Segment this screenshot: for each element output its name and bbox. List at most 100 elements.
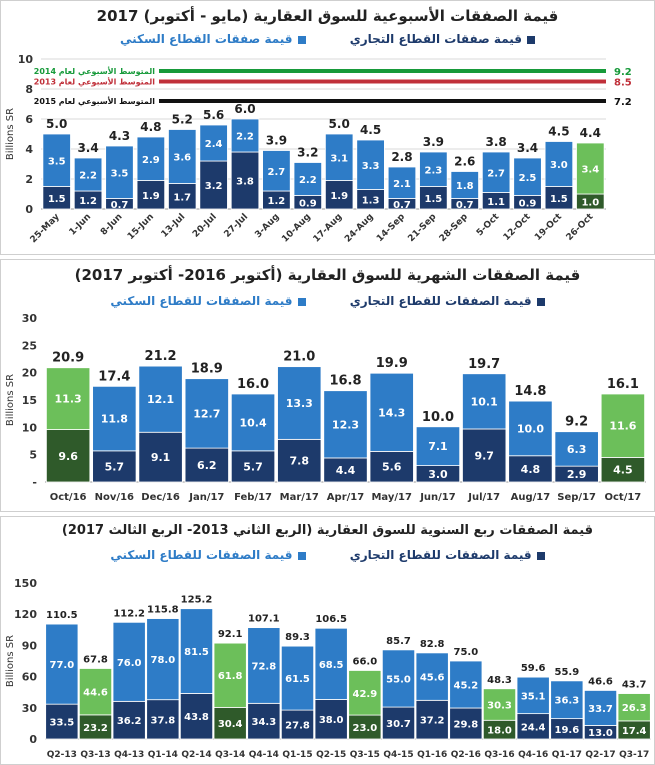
y-tick-label: 8 bbox=[25, 83, 33, 96]
x-tick-label: 10-Aug bbox=[280, 212, 313, 245]
data-label-commercial: 17.4 bbox=[622, 726, 647, 737]
x-tick-label: Q4-15 bbox=[383, 750, 413, 760]
data-label-residential: 72.8 bbox=[251, 661, 276, 672]
data-label-residential: 13.3 bbox=[286, 397, 313, 410]
bar-residential bbox=[323, 390, 368, 459]
bar-residential bbox=[554, 431, 599, 467]
x-tick-label: Q4-16 bbox=[518, 750, 548, 760]
data-label-residential: 81.5 bbox=[184, 647, 209, 658]
legend-commercial-2: قيمة الصفقات للقطاع التجاري bbox=[350, 294, 545, 308]
data-label-residential: 3.6 bbox=[173, 153, 191, 164]
monthly-chart-title: قيمة الصفقات الشهرية للسوق العقارية (أكت… bbox=[74, 266, 581, 284]
data-label-commercial: 1.7 bbox=[173, 192, 191, 203]
x-tick-label: 8-Jun bbox=[99, 212, 125, 238]
total-label: 10.0 bbox=[422, 410, 454, 425]
data-label-commercial: 5.7 bbox=[105, 460, 125, 473]
total-label: 3.8 bbox=[486, 135, 507, 149]
y-tick-label: 15 bbox=[22, 394, 37, 407]
reference-line-label: المتوسط الأسبوعي لعام 2014 bbox=[34, 66, 155, 76]
data-label-commercial: 6.2 bbox=[197, 459, 217, 472]
y-tick-label: 6 bbox=[25, 113, 33, 126]
data-label-commercial: 37.8 bbox=[150, 715, 175, 726]
data-label-residential: 11.6 bbox=[609, 420, 636, 433]
bar-commercial bbox=[277, 438, 322, 483]
y-tick-label: 20 bbox=[22, 367, 38, 380]
bar-residential bbox=[92, 385, 137, 452]
bar-commercial bbox=[45, 429, 91, 483]
y-axis-label: Billions SR bbox=[5, 108, 16, 160]
x-tick-label: 1-Jun bbox=[68, 212, 94, 238]
data-label-commercial: 3.2 bbox=[205, 181, 223, 192]
data-label-residential: 42.9 bbox=[352, 689, 377, 700]
total-label: 2.6 bbox=[454, 155, 475, 169]
legend-residential-2: قيمة الصفقات للقطاع السكني bbox=[110, 294, 306, 308]
reference-line-value: 9.2 bbox=[614, 67, 632, 78]
total-label: 4.8 bbox=[140, 120, 161, 134]
data-label-residential: 14.3 bbox=[378, 406, 405, 419]
total-label: 16.1 bbox=[607, 377, 639, 392]
data-label-commercial: 9.7 bbox=[474, 449, 494, 462]
x-tick-label: Q2-14 bbox=[181, 750, 211, 760]
data-label-commercial: 0.7 bbox=[111, 200, 129, 211]
bar-commercial bbox=[92, 450, 137, 483]
total-label: 125.2 bbox=[181, 595, 213, 606]
x-tick-label: Apr/17 bbox=[327, 492, 364, 503]
legend-commercial-label: قيمة صفقات القطاع التجاري bbox=[349, 32, 522, 46]
total-label: 14.8 bbox=[514, 384, 546, 399]
x-tick-label: Aug/17 bbox=[511, 492, 551, 503]
x-tick-label: 26-Oct bbox=[565, 212, 596, 243]
data-label-residential: 6.3 bbox=[567, 443, 587, 456]
total-label: 106.5 bbox=[315, 614, 347, 625]
total-label: 5.6 bbox=[203, 108, 224, 122]
bar-residential bbox=[280, 645, 315, 711]
x-tick-label: Mar/17 bbox=[280, 492, 319, 503]
data-label-residential: 10.1 bbox=[471, 395, 498, 408]
data-label-residential: 10.0 bbox=[517, 422, 544, 435]
bar-residential bbox=[136, 136, 166, 181]
monthly-chart-legend: قيمة الصفقات للقطاع السكني قيمة الصفقات … bbox=[1, 294, 654, 308]
y-tick-label: 2 bbox=[25, 173, 33, 186]
total-label: 3.9 bbox=[266, 134, 287, 148]
x-tick-label: 21-Sep bbox=[406, 212, 438, 244]
data-label-commercial: 37.2 bbox=[420, 716, 445, 727]
x-tick-label: 12-Oct bbox=[502, 212, 533, 243]
total-label: 4.3 bbox=[109, 129, 130, 143]
y-tick-label: 30 bbox=[22, 702, 38, 715]
data-label-commercial: 1.5 bbox=[550, 194, 568, 205]
total-label: 75.0 bbox=[453, 647, 478, 658]
bar-commercial bbox=[179, 693, 214, 740]
x-tick-label: Q1-14 bbox=[148, 750, 178, 760]
data-label-commercial: 5.7 bbox=[243, 460, 263, 473]
bar-residential bbox=[138, 365, 183, 433]
bar-commercial bbox=[381, 706, 416, 740]
weekly-chart-legend: قيمة صفقات القطاع السكني قيمة صفقات القط… bbox=[1, 32, 654, 46]
x-tick-label: Q1-17 bbox=[552, 750, 582, 760]
data-label-residential: 35.1 bbox=[521, 691, 546, 702]
bar-residential bbox=[516, 676, 550, 715]
bar-commercial bbox=[323, 457, 368, 483]
total-label: 48.3 bbox=[487, 675, 512, 686]
data-label-residential: 3.5 bbox=[111, 168, 129, 179]
bar-commercial bbox=[314, 699, 348, 740]
bar-commercial bbox=[462, 428, 507, 483]
data-label-commercial: 43.8 bbox=[184, 712, 209, 723]
x-tick-label: Q1-16 bbox=[417, 750, 447, 760]
x-tick-label: Q3-17 bbox=[619, 750, 649, 760]
total-label: 18.9 bbox=[191, 362, 223, 377]
bar-residential bbox=[73, 157, 103, 192]
data-label-residential: 36.3 bbox=[554, 696, 579, 707]
bar-residential bbox=[179, 608, 214, 694]
total-label: 4.5 bbox=[360, 123, 381, 137]
monthly-chart: Billions SR - 5 10 15 20 25 30 9.6 11.3 20.9 Oct/16… bbox=[5, 312, 646, 503]
data-label-residential: 45.6 bbox=[420, 673, 445, 684]
total-label: 2.8 bbox=[391, 150, 412, 164]
data-label-residential: 3.1 bbox=[330, 153, 348, 164]
bar-residential bbox=[45, 367, 91, 430]
data-label-commercial: 23.2 bbox=[83, 723, 108, 734]
data-label-residential: 2.2 bbox=[79, 171, 97, 182]
bar-residential bbox=[513, 157, 542, 196]
legend-residential-3: قيمة الصفقات للقطاع السكني bbox=[110, 548, 306, 562]
data-label-commercial: 1.5 bbox=[48, 194, 66, 205]
bar-residential bbox=[450, 171, 479, 199]
bar-commercial bbox=[324, 180, 354, 210]
